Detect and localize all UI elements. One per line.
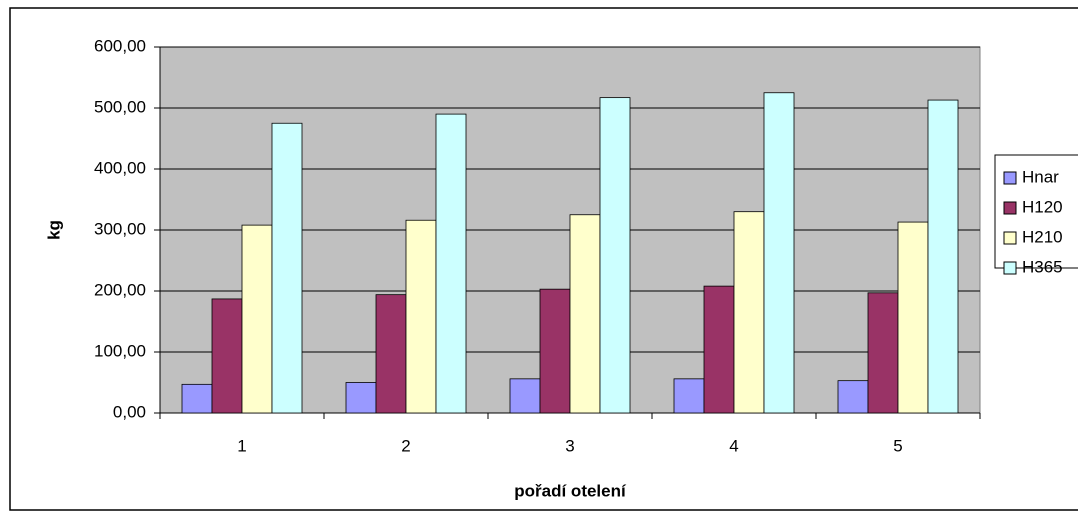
bar (569, 214, 601, 414)
bar (599, 97, 631, 414)
bar (837, 380, 869, 414)
bar (539, 288, 571, 414)
bar (673, 378, 705, 414)
bar (867, 292, 899, 414)
legend-swatch (1003, 171, 1017, 185)
legend-swatch (1003, 261, 1017, 275)
legend-label: H120 (1022, 197, 1063, 216)
bar (271, 122, 303, 414)
bar (897, 221, 929, 414)
legend-label: H365 (1022, 257, 1063, 276)
y-tick-label: 100,00 (94, 341, 146, 360)
bar (435, 113, 467, 414)
bar (241, 224, 273, 414)
x-tick-label: 3 (565, 436, 574, 455)
y-tick-label: 400,00 (94, 158, 146, 177)
y-tick-label: 600,00 (94, 36, 146, 55)
x-axis-title: pořadí otelení (514, 481, 627, 500)
x-tick-label: 5 (893, 436, 902, 455)
bar (733, 211, 765, 414)
bar (927, 99, 959, 414)
bar (509, 378, 541, 414)
bar (763, 92, 795, 414)
x-tick-label: 4 (729, 436, 738, 455)
bar (211, 298, 243, 414)
bar (345, 382, 377, 414)
y-tick-label: 500,00 (94, 97, 146, 116)
bar (181, 383, 213, 414)
legend-label: Hnar (1022, 167, 1059, 186)
x-tick-label: 2 (401, 436, 410, 455)
y-tick-label: 200,00 (94, 280, 146, 299)
legend-swatch (1003, 231, 1017, 245)
legend-label: H210 (1022, 227, 1063, 246)
y-tick-label: 0,00 (113, 402, 146, 421)
bar (405, 219, 437, 414)
y-tick-label: 300,00 (94, 219, 146, 238)
x-tick-label: 1 (237, 436, 246, 455)
bar (703, 285, 735, 414)
legend-swatch (1003, 201, 1017, 215)
bar (375, 294, 407, 414)
y-axis-title: kg (44, 220, 63, 240)
